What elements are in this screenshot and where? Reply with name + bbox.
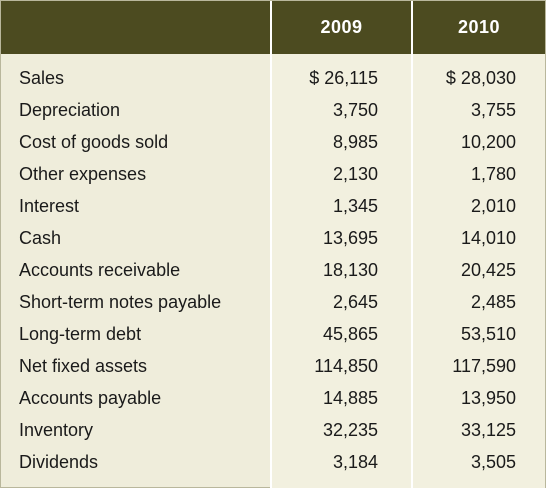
table-row: Sales $ 26,115 $ 28,030 <box>1 62 545 94</box>
value-2010: 2,485 <box>470 292 516 312</box>
table-row: Cost of goods sold 8,985 10,200 <box>1 126 545 158</box>
value-2010: 10,200 <box>460 132 516 152</box>
value-2009: 2,645 <box>332 292 378 312</box>
value-2010: 13,950 <box>460 388 516 408</box>
row-label: Accounts receivable <box>19 260 181 280</box>
table-row: Short-term notes payable 2,645 2,485 <box>1 286 545 318</box>
row-label: Interest <box>19 196 80 216</box>
column-2009-background <box>272 54 411 488</box>
table-row: Dividends 3,184 3,505 <box>1 446 545 478</box>
column-2010-background <box>413 54 545 488</box>
value-2010: 14,010 <box>460 228 516 248</box>
value-2010: $ 28,030 <box>445 68 516 88</box>
row-label: Dividends <box>19 452 99 472</box>
table-row: Interest 1,345 2,010 <box>1 190 545 222</box>
value-2010: 1,780 <box>470 164 516 184</box>
value-2009: 32,235 <box>322 420 378 440</box>
table-row: Net fixed assets 114,850 117,590 <box>1 350 545 382</box>
value-2009: 114,850 <box>314 356 378 376</box>
value-2010: 2,010 <box>470 196 516 216</box>
row-label: Short-term notes payable <box>19 292 222 312</box>
value-2009: 45,865 <box>322 324 378 344</box>
value-2010: 3,505 <box>470 452 516 472</box>
row-label: Sales <box>19 68 65 88</box>
table-row: Depreciation 3,750 3,755 <box>1 94 545 126</box>
column-header-2010: 2010 <box>457 17 501 37</box>
column-header-2009: 2009 <box>320 17 363 37</box>
value-2009: 13,695 <box>322 228 378 248</box>
value-2010: 117,590 <box>452 356 516 376</box>
value-2010: 53,510 <box>460 324 516 344</box>
value-2009: 1,345 <box>332 196 378 216</box>
column-divider-right <box>411 1 413 488</box>
value-2009: 2,130 <box>332 164 378 184</box>
value-2010: 20,425 <box>460 260 516 280</box>
table-row: Inventory 32,235 33,125 <box>1 414 545 446</box>
row-label: Accounts payable <box>19 388 162 408</box>
table-row: Cash 13,695 14,010 <box>1 222 545 254</box>
value-2009: 3,750 <box>332 100 378 120</box>
value-2010: 3,755 <box>470 100 516 120</box>
table-row: Other expenses 2,130 1,780 <box>1 158 545 190</box>
table-row: Accounts payable 14,885 13,950 <box>1 382 545 414</box>
value-2009: 14,885 <box>322 388 378 408</box>
table-row: Long-term debt 45,865 53,510 <box>1 318 545 350</box>
table-row: Accounts receivable 18,130 20,425 <box>1 254 545 286</box>
row-label: Other expenses <box>19 164 147 184</box>
row-label: Inventory <box>19 420 94 440</box>
value-2009: 8,985 <box>332 132 378 152</box>
column-divider-left <box>270 1 272 488</box>
row-label: Cost of goods sold <box>19 132 169 152</box>
value-2010: 33,125 <box>460 420 516 440</box>
value-2009: 18,130 <box>322 260 378 280</box>
value-2009: $ 26,115 <box>309 68 378 88</box>
row-label: Cash <box>19 228 62 248</box>
value-2009: 3,184 <box>332 452 378 472</box>
row-label: Depreciation <box>19 100 121 120</box>
table-body: Sales $ 26,115 $ 28,030 Depreciation 3,750 3,… <box>1 62 545 478</box>
table-header: 2009 2010 <box>1 1 545 54</box>
row-label: Long-term debt <box>19 324 142 344</box>
row-label: Net fixed assets <box>19 356 148 376</box>
